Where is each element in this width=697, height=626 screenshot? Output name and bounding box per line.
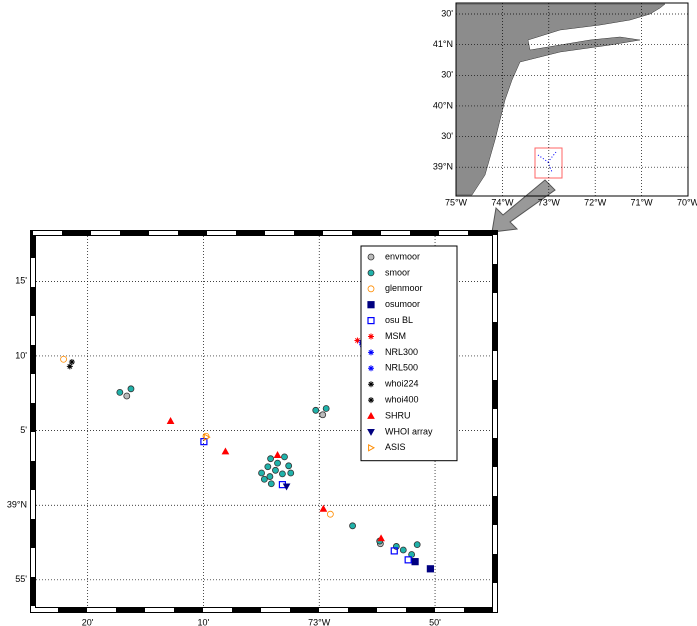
y-tick-label: 39°N	[433, 162, 453, 172]
marker	[272, 466, 279, 474]
marker	[166, 417, 175, 424]
marker	[273, 451, 282, 458]
legend-label: whoi224	[384, 379, 419, 389]
marker	[399, 546, 407, 554]
y-tick-label: 15'	[15, 276, 27, 286]
marker	[322, 405, 330, 412]
y-tick-label: 40°N	[433, 100, 453, 110]
marker	[377, 534, 385, 542]
legend-marker	[367, 411, 375, 419]
x-tick-label: 50'	[429, 617, 441, 626]
x-tick-label: 73°W	[538, 197, 561, 207]
marker	[326, 510, 334, 518]
y-tick-label: 39°N	[7, 500, 27, 510]
marker	[221, 447, 230, 455]
legend-box	[360, 245, 458, 462]
marker	[203, 433, 211, 442]
legend-label: glenmoor	[385, 283, 423, 293]
x-tick-label: 75°W	[445, 197, 468, 207]
legend-label: MSM	[385, 331, 406, 341]
marker	[274, 459, 281, 467]
marker	[354, 337, 361, 344]
marker	[267, 480, 275, 488]
legend-marker	[368, 349, 374, 356]
zoom-arrow	[491, 179, 556, 233]
inset-land	[455, 3, 666, 196]
marker	[68, 358, 75, 365]
legend-label: WHOI array	[385, 426, 433, 436]
y-tick-label: 41°N	[433, 39, 453, 49]
marker	[426, 565, 434, 573]
marker	[319, 504, 328, 512]
y-tick-label: 55'	[15, 574, 27, 584]
legend-marker	[368, 333, 374, 340]
legend-marker	[368, 397, 374, 404]
legend-label: NRL300	[385, 347, 418, 357]
marker	[392, 543, 400, 550]
x-tick-label: 20'	[82, 617, 94, 626]
marker	[266, 473, 274, 480]
legend-label: osumoor	[385, 299, 420, 309]
legend-marker	[367, 429, 375, 436]
legend-marker	[367, 269, 375, 277]
inset-layer: 75°W 74°W 73°W 72°W 71°W 70°W 39°N 30' 40°N 30' 41…	[433, 3, 697, 207]
y-tick-label: 5'	[20, 425, 27, 435]
marker	[258, 469, 265, 477]
legend-label: whoi400	[384, 394, 419, 404]
marker	[404, 556, 412, 564]
legend-marker	[368, 443, 376, 452]
legend-marker	[368, 365, 374, 372]
y-tick-label: 30'	[441, 70, 453, 80]
marker	[116, 388, 124, 396]
legend-label: ASIS	[385, 442, 406, 452]
x-tick-label: 71°W	[631, 197, 654, 207]
marker	[287, 469, 295, 477]
marker	[281, 453, 288, 461]
legend-marker	[367, 285, 375, 293]
marker	[123, 392, 131, 400]
marker	[60, 355, 67, 363]
inset-array	[537, 151, 557, 173]
map-frame-pattern	[31, 231, 497, 612]
legend-marker	[367, 253, 375, 261]
x-tick-label: 74°W	[491, 197, 514, 207]
legend-marker	[367, 317, 375, 325]
legend-label: osu BL	[385, 315, 413, 325]
marker	[319, 411, 327, 419]
marker	[127, 385, 135, 393]
legend-label: smoor	[385, 267, 410, 277]
x-tick-label: 73°W	[308, 617, 331, 626]
marker	[279, 470, 286, 478]
marker	[267, 455, 275, 463]
marker	[312, 406, 320, 414]
y-tick-label: 10'	[15, 350, 27, 360]
legend-label: SHRU	[385, 410, 411, 420]
marker	[260, 475, 268, 483]
y-tick-label: 30'	[441, 8, 453, 18]
legend-marker	[368, 381, 374, 388]
marker	[264, 463, 272, 471]
main-layer: 20' 10' 73°W 50' 15' 10' 5' 39°N 55' envmoor smoor…	[7, 236, 492, 626]
legend-label: NRL500	[385, 363, 418, 373]
marker	[390, 547, 398, 555]
marker	[282, 483, 291, 491]
marker	[411, 558, 419, 566]
marker	[66, 363, 73, 370]
x-tick-label: 72°W	[584, 197, 607, 207]
marker	[413, 541, 421, 549]
y-tick-label: 30'	[441, 131, 453, 141]
marker	[285, 462, 293, 470]
marker	[349, 522, 356, 530]
x-tick-label: 70°W	[677, 197, 697, 207]
x-tick-label: 10'	[198, 617, 210, 626]
legend-marker	[367, 301, 375, 309]
legend-label: envmoor	[385, 251, 420, 261]
